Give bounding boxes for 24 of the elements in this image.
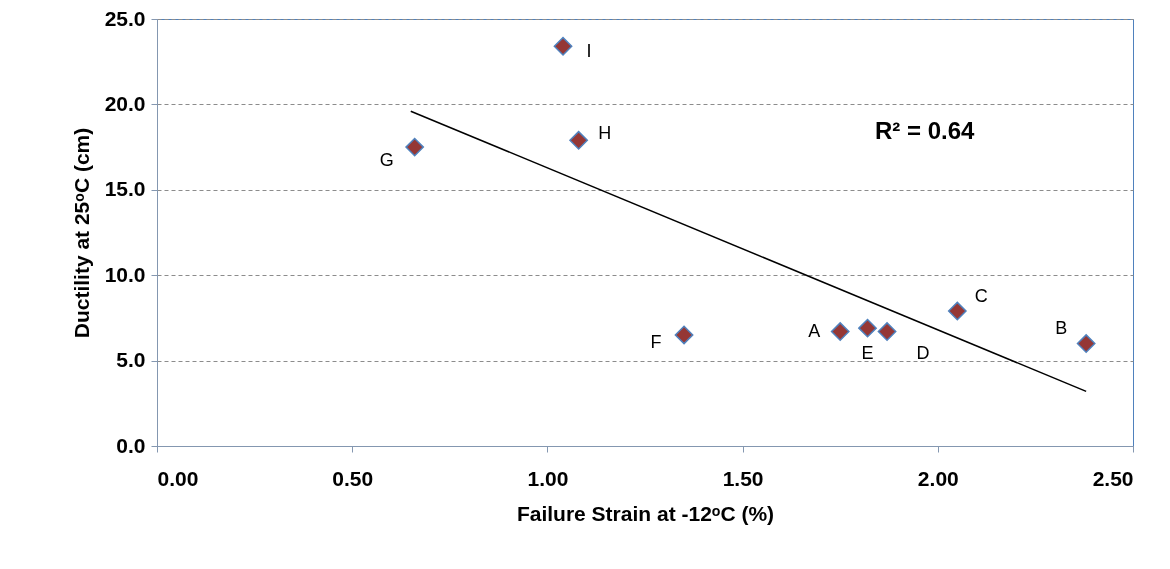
- x-axis-title: Failure Strain at -12ᵒC (%): [516, 501, 775, 525]
- x-tick-label: 1.00: [527, 466, 569, 490]
- y-tick-label: 25.0: [104, 6, 146, 30]
- x-tick-label: 2.50: [1092, 466, 1134, 490]
- y-tick-label: 5.0: [116, 348, 146, 372]
- annotation: E: [861, 343, 874, 364]
- y-tick-label: 0.0: [116, 433, 146, 457]
- annotation: G: [379, 150, 394, 171]
- x-tick-label: 2.00: [917, 466, 959, 490]
- annotation: A: [808, 320, 821, 341]
- annotation: F: [650, 331, 662, 352]
- annotation: R² = 0.64: [875, 117, 976, 144]
- x-tick-label: 1.50: [722, 466, 764, 490]
- annotation: D: [916, 342, 930, 363]
- x-tick-label: 0.00: [157, 466, 199, 490]
- y-axis-title: Ductility at 25ᵒC (cm): [69, 127, 93, 339]
- y-tick-label: 15.0: [104, 177, 146, 201]
- annotation: C: [974, 286, 988, 307]
- annotation: B: [1055, 317, 1068, 338]
- y-tick-label: 20.0: [104, 91, 146, 115]
- annotation: H: [598, 123, 612, 144]
- x-tick-label: 0.50: [332, 466, 374, 490]
- y-tick-label: 10.0: [104, 262, 146, 286]
- annotation: I: [586, 41, 592, 62]
